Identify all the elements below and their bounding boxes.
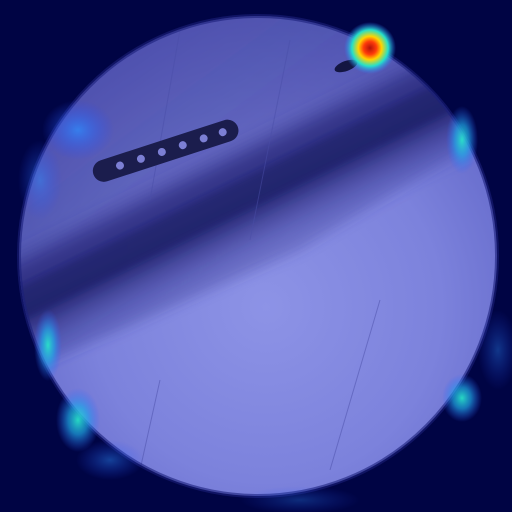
heatmap-hotspot	[344, 22, 396, 74]
heatmap-blue-spot-upper-left	[42, 100, 114, 160]
heatmap-blue-spot-bottom-left	[76, 440, 144, 480]
heatmap-blue-spot-left	[18, 140, 62, 220]
plate-holes	[115, 128, 227, 170]
heatmap-cyan-spot-lower-left	[56, 388, 100, 452]
heatmap-blue-spot-right	[478, 310, 512, 390]
implant-plate	[92, 119, 239, 182]
heatmap-cyan-spot-right	[446, 106, 478, 174]
trabecular-lines	[139, 29, 381, 471]
heatmap-cyan-spot-lower-right	[442, 374, 482, 422]
heatmap-blue-spot-bottom	[240, 486, 360, 512]
heatmap-overlay	[18, 22, 512, 512]
heatmap-cyan-spot-left	[34, 309, 62, 381]
